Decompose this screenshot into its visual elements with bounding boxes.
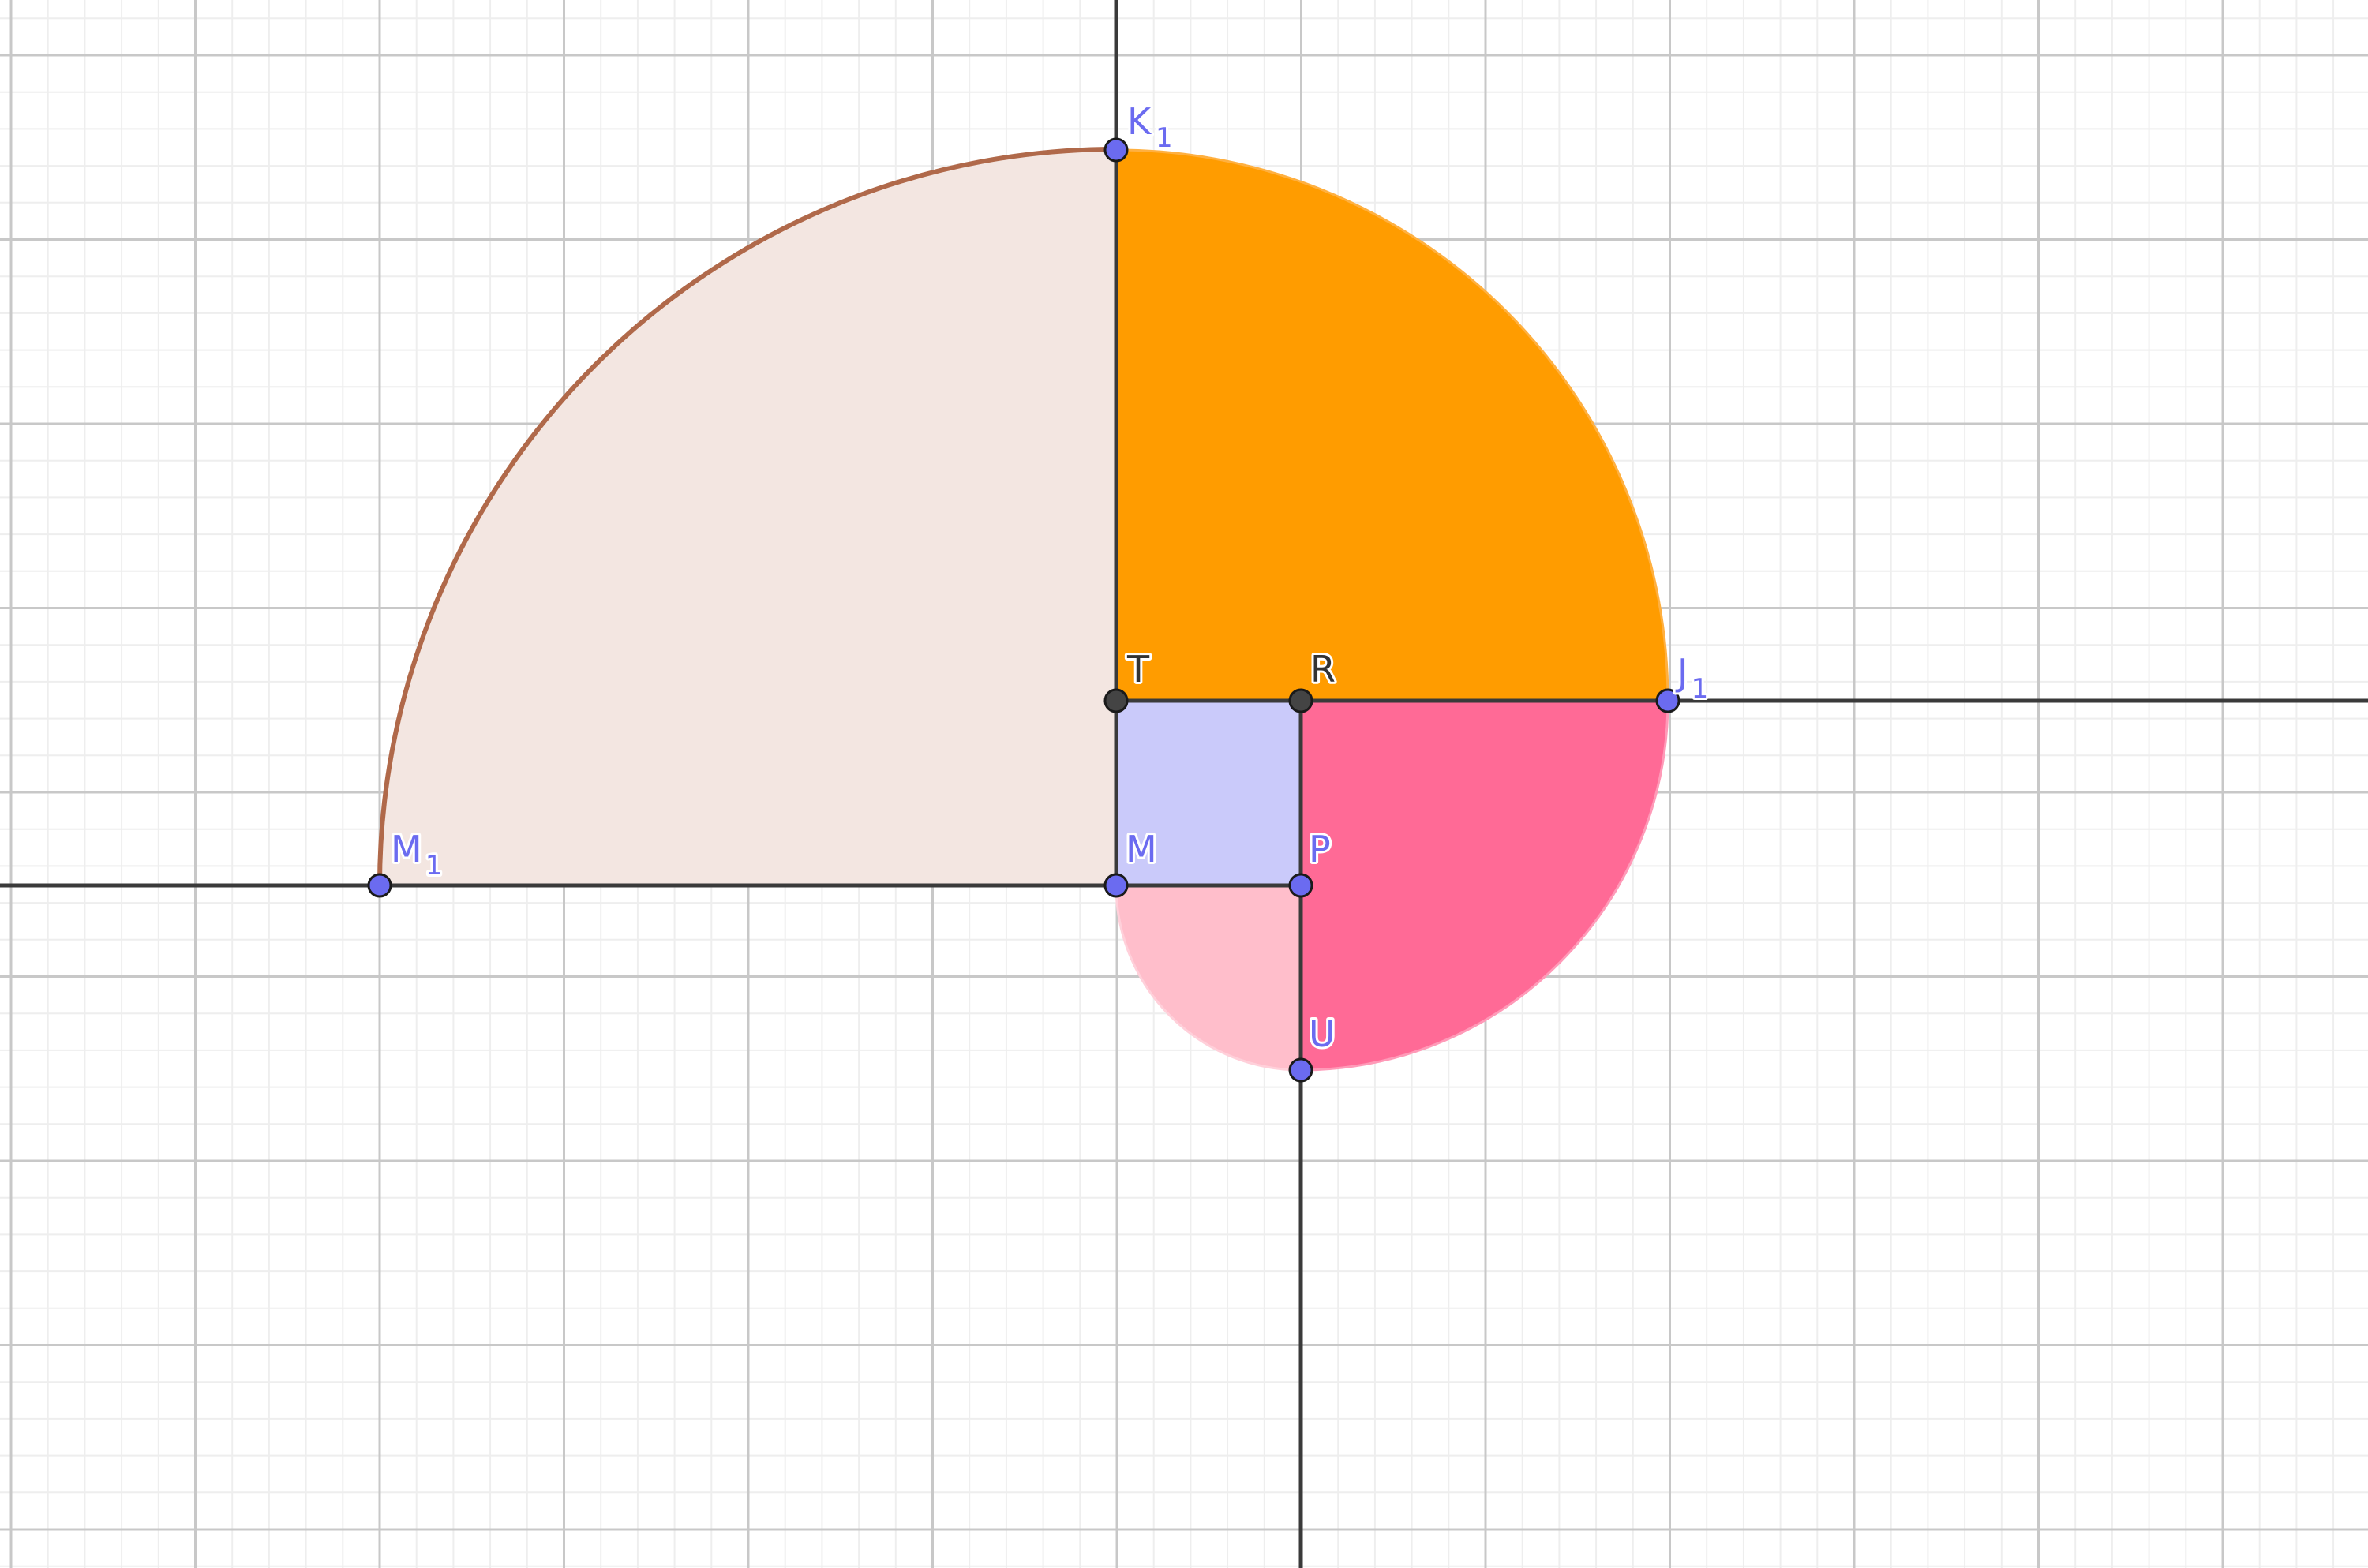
- label-p: P: [1309, 828, 1331, 870]
- labels-layer: K 1J 1M 1T RM PU: [388, 98, 1710, 1057]
- label-k1-subscript: 1: [1156, 122, 1173, 154]
- point-t[interactable]: [1103, 688, 1129, 713]
- point-p[interactable]: [1288, 873, 1313, 898]
- label-t: T: [1126, 648, 1150, 690]
- point-j1[interactable]: [1655, 688, 1680, 713]
- label-m1: M: [391, 828, 422, 870]
- sector-j1: [1115, 148, 1669, 702]
- point-u[interactable]: [1288, 1057, 1313, 1083]
- sector-u-large: [1299, 699, 1669, 1072]
- label-k1: K: [1127, 100, 1152, 143]
- square-mprt: [1116, 701, 1301, 885]
- sector-m1: [380, 149, 1116, 885]
- point-m1[interactable]: [367, 873, 392, 898]
- point-k1[interactable]: [1103, 137, 1129, 163]
- label-u: U: [1309, 1012, 1336, 1055]
- label-j1-subscript: 1: [1692, 673, 1709, 705]
- label-m1-subscript: 1: [425, 850, 443, 881]
- label-r: R: [1310, 648, 1336, 690]
- arc-m1-k1: [377, 147, 1117, 886]
- regions-layer: [377, 147, 1669, 1072]
- sector-u-small: [1115, 884, 1302, 1072]
- label-m: M: [1126, 828, 1157, 870]
- points-layer: [367, 137, 1680, 1083]
- point-m[interactable]: [1103, 873, 1129, 898]
- label-j1: J: [1675, 651, 1688, 694]
- point-r[interactable]: [1288, 688, 1313, 713]
